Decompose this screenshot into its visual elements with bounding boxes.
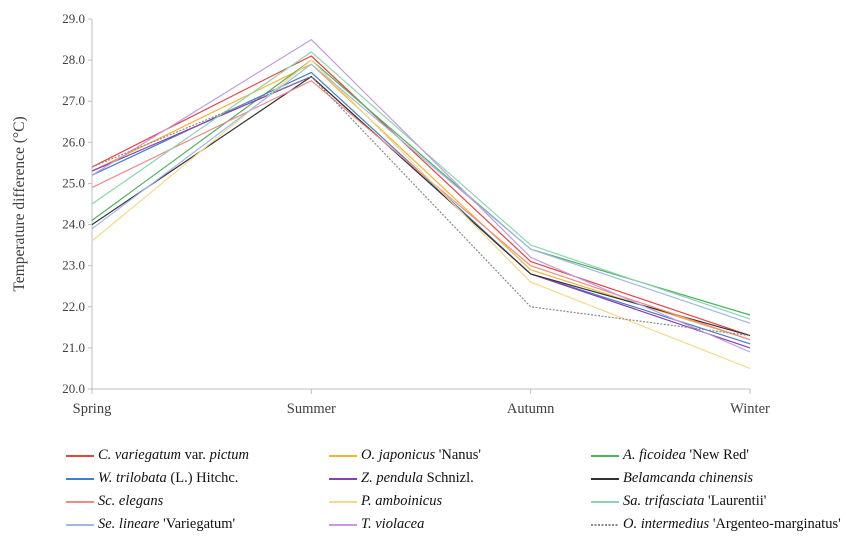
legend-label: P. amboinicus [361,493,443,509]
legend-swatch [329,500,357,503]
legend-swatch [66,500,94,503]
legend-item: O. japonicus 'Nanus' [329,444,591,467]
legend: C. variegatum var. pictum O. japonicus 'N… [66,444,852,536]
legend-swatch [66,523,94,526]
legend-label: T. violacea [361,516,425,532]
legend-label: A. ficoidea 'New Red' [623,447,750,463]
legend-swatch [591,523,619,526]
y-tick-label: 23.0 [62,258,85,273]
legend-label: Z. pendula Schnizl. [361,470,474,486]
x-tick-label: Spring [73,401,112,417]
legend-item: Se. lineare 'Variegatum' [66,513,329,536]
legend-swatch [591,477,619,480]
legend-label: Se. lineare 'Variegatum' [98,516,236,532]
series-line-1 [91,63,751,341]
legend-swatch [329,523,357,526]
y-tick-label: 22.0 [62,299,85,314]
x-tick-label: Winter [730,401,770,417]
legend-label: C. variegatum var. pictum [98,447,250,463]
legend-item: Belamcanda chinensis [591,467,852,490]
legend-item: T. violacea [329,513,591,536]
series-lines [91,38,751,369]
series-line-0 [91,55,751,337]
y-axis-title: Temperature difference (°C) [11,116,28,291]
legend-swatch [591,500,619,503]
legend-label: O. intermedius 'Argenteo-marginatus' [623,516,841,532]
series-line-8 [91,51,751,320]
legend-item: Z. pendula Schnizl. [329,467,591,490]
y-tick-label: 21.0 [62,340,85,355]
y-tick-label: 20.0 [62,381,85,396]
legend-swatch [329,454,357,457]
legend-item: Sa. trifasciata 'Laurentii' [591,490,852,513]
line-chart: 20.0 21.0 22.0 23.0 24.0 25.0 26.0 27.0 28.0 29.0… [11,11,770,417]
legend-label: W. trilobata (L.) Hitchc. [98,470,239,486]
y-tick-label: 26.0 [62,134,85,149]
x-tick-label: Summer [287,401,336,417]
legend-swatch [66,454,94,457]
legend-item: P. amboinicus [329,490,591,513]
legend-item: C. variegatum var. pictum [66,444,329,467]
series-line-9 [91,63,751,324]
series-line-11 [91,75,751,337]
axes: 20.0 21.0 22.0 23.0 24.0 25.0 26.0 27.0 28.0 29.0… [11,11,770,417]
legend-swatch [66,477,94,480]
y-tick-label: 25.0 [62,175,85,190]
legend-item: A. ficoidea 'New Red' [591,444,852,467]
series-line-6 [91,80,751,341]
legend-item: W. trilobata (L.) Hitchc. [66,467,329,490]
series-line-3 [91,71,751,345]
x-tick-label: Autumn [507,401,555,417]
y-tick-label: 28.0 [62,52,85,67]
legend-swatch [591,454,619,457]
legend-label: Sc. elegans [98,493,164,509]
y-tick-label: 24.0 [62,217,85,232]
legend-label: Sa. trifasciata 'Laurentii' [623,493,767,509]
y-tick-label: 27.0 [62,93,85,108]
legend-label: O. japonicus 'Nanus' [361,447,482,463]
series-line-7 [91,59,751,369]
y-tick-label: 29.0 [62,11,85,26]
legend-item: Sc. elegans [66,490,329,513]
legend-item: O. intermedius 'Argenteo-marginatus' [591,513,852,536]
series-line-10 [91,38,751,353]
series-line-5 [91,75,751,337]
legend-swatch [329,477,357,480]
series-line-2 [91,59,751,316]
legend-label: Belamcanda chinensis [623,470,754,486]
